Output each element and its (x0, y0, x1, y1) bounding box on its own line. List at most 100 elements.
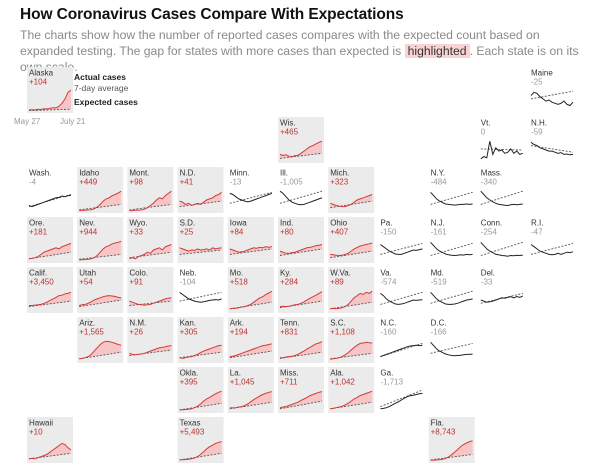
actual-line (229, 192, 272, 203)
actual-line (430, 440, 473, 461)
case-difference: +323 (330, 178, 349, 187)
case-difference: +26 (129, 328, 143, 337)
tile-background (278, 267, 324, 313)
actual-line (28, 194, 72, 208)
actual-line (480, 241, 523, 257)
tile-background (177, 217, 224, 263)
expected-line (229, 248, 272, 255)
state-name: Mich. (330, 169, 349, 178)
expected-line (380, 389, 423, 408)
tile-background (478, 267, 525, 313)
case-difference: -47 (531, 228, 543, 237)
expected-line (430, 191, 473, 205)
state-name: Md. (431, 269, 444, 278)
expected-line (28, 300, 72, 308)
state-tile-ala: Ala.+1,042 (328, 367, 375, 413)
actual-line (380, 392, 423, 410)
expected-line (480, 190, 523, 205)
gap-area (229, 391, 272, 409)
gap-area (330, 391, 373, 409)
state-name: Wash. (29, 169, 51, 178)
expected-line (229, 350, 272, 359)
case-difference: +10 (29, 428, 43, 437)
gap-area (330, 291, 373, 309)
state-name: N.C. (380, 319, 396, 328)
state-tile-colo: Colo.+91 (127, 267, 174, 313)
tile-background (478, 117, 525, 163)
actual-line (280, 341, 323, 359)
state-tile-minn: Minn.-13 (227, 167, 274, 213)
state-name: Ariz. (79, 319, 95, 328)
state-name: Alaska (29, 69, 54, 78)
case-difference: -4 (29, 178, 37, 187)
case-difference: +8,743 (431, 428, 456, 437)
expected-line (179, 249, 222, 255)
case-difference: +1,108 (330, 328, 355, 337)
actual-line (279, 244, 323, 254)
actual-line (79, 190, 122, 212)
case-difference: +98 (129, 178, 143, 187)
state-name: N.J. (431, 219, 445, 228)
state-name: Mont. (129, 169, 149, 178)
tile-background (278, 167, 324, 213)
state-name: Vt. (481, 119, 491, 128)
state-tile-sc: S.C.+1,108 (328, 317, 375, 363)
legend-average: 7-day average (74, 83, 129, 93)
legend-date-start: May 27 (14, 117, 41, 126)
actual-line (279, 190, 323, 206)
state-tile-mont: Mont.+98 (127, 167, 174, 213)
case-difference: +181 (29, 228, 48, 237)
case-difference: +33 (129, 228, 143, 237)
actual-line (179, 344, 222, 359)
case-difference: -166 (431, 328, 448, 337)
expected-line (28, 452, 72, 460)
state-name: N.D. (180, 169, 196, 178)
actual-line (179, 247, 222, 252)
gap-area (280, 391, 322, 409)
case-difference: +395 (180, 378, 199, 387)
expected-line (179, 351, 222, 359)
expected-line (480, 241, 523, 256)
case-difference: -519 (431, 278, 448, 287)
case-difference: -150 (380, 228, 397, 237)
actual-line (330, 390, 373, 410)
legend-expected: Expected cases (74, 97, 138, 107)
expected-line (480, 148, 523, 151)
actual-line (29, 291, 72, 306)
actual-line (330, 242, 373, 257)
expected-line (28, 108, 72, 112)
expected-line (380, 291, 423, 305)
state-tile-nd: N.D.+41 (177, 167, 224, 213)
state-name: Maine (531, 69, 553, 78)
state-tile-ind: Ind.+80 (278, 217, 324, 263)
state-tile-pa: Pa.-150 (378, 217, 425, 263)
case-difference: +465 (280, 128, 299, 137)
state-tile-kan: Kan.+305 (177, 317, 224, 363)
state-tile-neb: Neb.-104 (177, 267, 224, 313)
expected-line (129, 300, 172, 306)
actual-line (79, 340, 122, 360)
case-difference: +305 (180, 328, 199, 337)
state-name: Idaho (79, 169, 100, 178)
state-name: Miss. (280, 369, 299, 378)
case-difference: +1,565 (79, 328, 104, 337)
gap-area (79, 241, 122, 260)
expected-line (279, 152, 323, 159)
state-name: Del. (481, 269, 495, 278)
state-name: Ark. (230, 319, 244, 328)
state-tile-mich: Mich.+323 (328, 167, 375, 213)
actual-line (380, 292, 423, 305)
state-tile-maine: Maine-25 (529, 67, 575, 113)
case-difference: -1,713 (380, 378, 403, 387)
case-difference: +194 (230, 328, 249, 337)
expected-line (279, 248, 323, 256)
state-tile-mo: Mo.+518 (227, 267, 274, 313)
actual-line (480, 295, 524, 303)
actual-line (380, 244, 423, 255)
state-name: Tenn. (280, 319, 300, 328)
state-tile-ark: Ark.+194 (227, 317, 274, 363)
case-difference: +407 (330, 228, 349, 237)
expected-line (530, 242, 574, 255)
state-name: Texas (180, 419, 201, 428)
case-difference: +84 (230, 228, 244, 237)
